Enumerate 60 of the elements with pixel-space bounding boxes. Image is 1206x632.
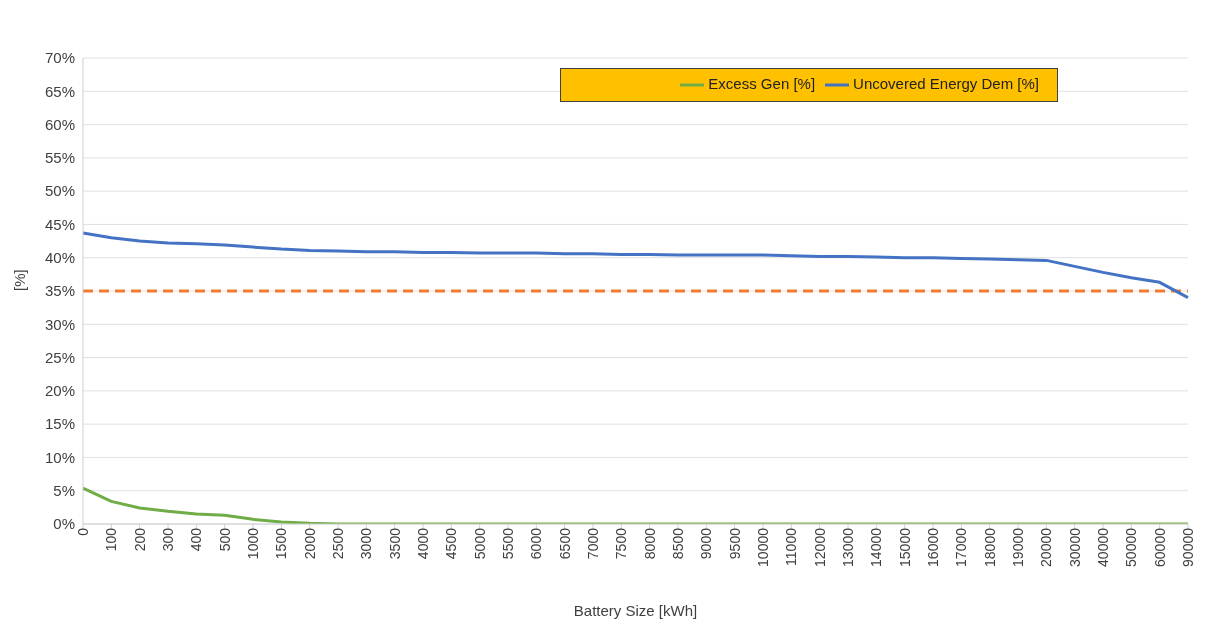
x-tick-label: 1000 (244, 527, 261, 560)
x-tick-label: 7500 (613, 527, 630, 560)
x-tick-label: 16000 (924, 527, 941, 567)
y-tick-label: 25% (44, 348, 75, 366)
x-axis-title: Battery Size [kWh] (573, 602, 698, 619)
x-tick-label: 2000 (301, 527, 318, 560)
y-tick-label: 15% (44, 415, 75, 433)
line-series (81, 231, 1190, 300)
x-tick-label: 8500 (669, 527, 686, 560)
y-tick-label: 10% (44, 448, 75, 466)
x-tick-label: 90000 (1179, 527, 1196, 567)
x-tick-label: 9500 (726, 527, 743, 560)
y-tick-label: 0% (53, 515, 75, 533)
y-tick-label: 20% (44, 382, 75, 400)
x-tick-label: 12000 (811, 527, 828, 567)
x-tick-label: 0 (74, 527, 91, 536)
x-tick-label: 6000 (528, 527, 545, 560)
x-tick-label: 17000 (953, 527, 970, 567)
x-tick-label: 3500 (386, 527, 403, 560)
x-tick-label: 300 (159, 527, 176, 552)
x-tick-label: 100 (103, 527, 120, 552)
x-tick-label: 5500 (499, 527, 516, 560)
x-tick-label: 5000 (471, 527, 488, 560)
x-tick-label: 2500 (329, 527, 346, 560)
x-tick-label: 1500 (273, 527, 290, 560)
x-tick-label: 200 (131, 527, 148, 552)
x-tick-label: 14000 (868, 527, 885, 567)
y-tick-label: 50% (44, 182, 75, 200)
x-tick-label: 400 (188, 527, 205, 552)
x-tick-label: 19000 (1009, 527, 1026, 567)
y-axis-title: [%] (11, 269, 29, 291)
y-tick-label: 70% (44, 49, 75, 67)
x-tick-label: 10000 (754, 527, 771, 567)
y-tick-label: 5% (53, 482, 75, 500)
y-tick-label: 55% (44, 149, 75, 167)
x-tick-label: 13000 (839, 527, 856, 567)
y-tick-label: 45% (44, 215, 75, 233)
y-tick-label: 30% (44, 315, 75, 333)
legend-label: Excess Gen [%] (708, 74, 816, 92)
y-tick-label: 65% (44, 82, 75, 100)
x-tick-label: 20000 (1038, 527, 1055, 567)
x-tick-label: 4500 (443, 527, 460, 560)
x-tick-label: 11000 (783, 527, 800, 566)
x-tick-label: 8000 (641, 527, 658, 560)
x-tick-label: 18000 (981, 527, 998, 567)
y-tick-label: 35% (44, 282, 75, 300)
x-tick-label: 3000 (358, 527, 375, 560)
x-tick-label: 6500 (556, 527, 573, 560)
x-tick-label: 9000 (698, 527, 715, 560)
x-tick-label: 500 (216, 527, 233, 552)
y-tick-label: 60% (44, 115, 75, 133)
x-tick-label: 7000 (584, 527, 601, 560)
y-tick-label: 40% (44, 249, 75, 267)
legend-label: Uncovered Energy Dem [%] (853, 74, 1039, 92)
x-tick-label: 40000 (1094, 527, 1111, 567)
x-tick-label: 30000 (1066, 527, 1083, 567)
x-tick-label: 50000 (1123, 527, 1140, 567)
x-tick-label: 60000 (1151, 527, 1168, 567)
x-tick-label: 4000 (414, 527, 431, 560)
x-tick-label: 15000 (896, 527, 913, 567)
